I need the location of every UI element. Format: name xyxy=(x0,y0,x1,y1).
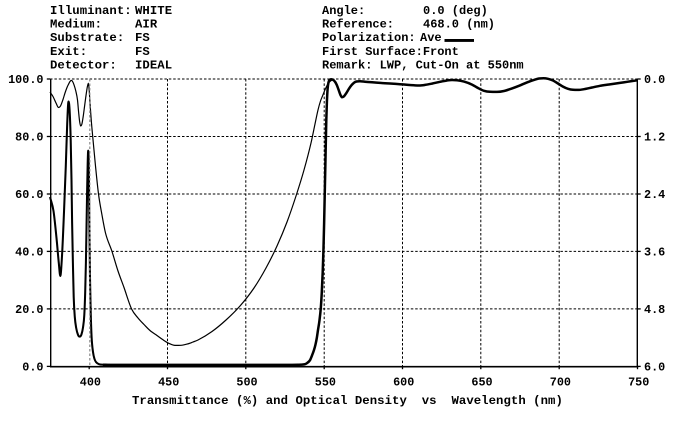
svg-text:4.8: 4.8 xyxy=(644,303,665,317)
svg-text:Substrate:: Substrate: xyxy=(50,31,124,45)
svg-text:Transmittance (%) and Optical: Transmittance (%) and Optical Density vs… xyxy=(132,394,563,408)
svg-text:0.0: 0.0 xyxy=(644,73,665,87)
svg-text:60.0: 60.0 xyxy=(15,188,43,202)
svg-text:500: 500 xyxy=(236,376,257,390)
svg-text:20.0: 20.0 xyxy=(15,303,43,317)
svg-text:Medium:: Medium: xyxy=(50,18,102,32)
svg-text:2.4: 2.4 xyxy=(644,188,665,202)
svg-text:40.0: 40.0 xyxy=(15,246,43,260)
svg-text:700: 700 xyxy=(550,376,571,390)
svg-text:0.0: 0.0 xyxy=(22,361,43,375)
svg-text:450: 450 xyxy=(158,376,179,390)
svg-text:750: 750 xyxy=(628,376,649,390)
svg-text:Angle:: Angle: xyxy=(322,4,365,18)
svg-text:FS: FS xyxy=(135,31,150,45)
svg-text:1.2: 1.2 xyxy=(644,131,665,145)
svg-text:468.0 (nm): 468.0 (nm) xyxy=(423,18,495,32)
svg-text:550: 550 xyxy=(315,376,336,390)
svg-text:400: 400 xyxy=(80,376,101,390)
svg-text:Reference:: Reference: xyxy=(322,18,394,32)
svg-text:Exit:: Exit: xyxy=(50,45,87,59)
svg-text:Ave: Ave xyxy=(420,31,442,45)
svg-text:Illuminant:: Illuminant: xyxy=(50,4,132,18)
svg-text:0.0 (deg): 0.0 (deg) xyxy=(423,4,488,18)
svg-text:6.0: 6.0 xyxy=(644,361,665,375)
svg-text:AIR: AIR xyxy=(135,18,158,32)
svg-text:600: 600 xyxy=(393,376,414,390)
svg-text:100.0: 100.0 xyxy=(8,73,43,87)
svg-text:80.0: 80.0 xyxy=(15,131,43,145)
svg-text:First Surface:Front: First Surface:Front xyxy=(322,45,459,59)
svg-text:3.6: 3.6 xyxy=(644,246,665,260)
svg-text:Remark: LWP, Cut-On at 550nm: Remark: LWP, Cut-On at 550nm xyxy=(322,59,524,73)
svg-text:Detector:: Detector: xyxy=(50,59,117,73)
svg-text:Polarization:: Polarization: xyxy=(322,31,416,45)
svg-text:FS: FS xyxy=(135,45,150,59)
svg-text:WHITE: WHITE xyxy=(135,4,172,18)
svg-text:IDEAL: IDEAL xyxy=(135,59,172,73)
svg-text:650: 650 xyxy=(471,376,492,390)
